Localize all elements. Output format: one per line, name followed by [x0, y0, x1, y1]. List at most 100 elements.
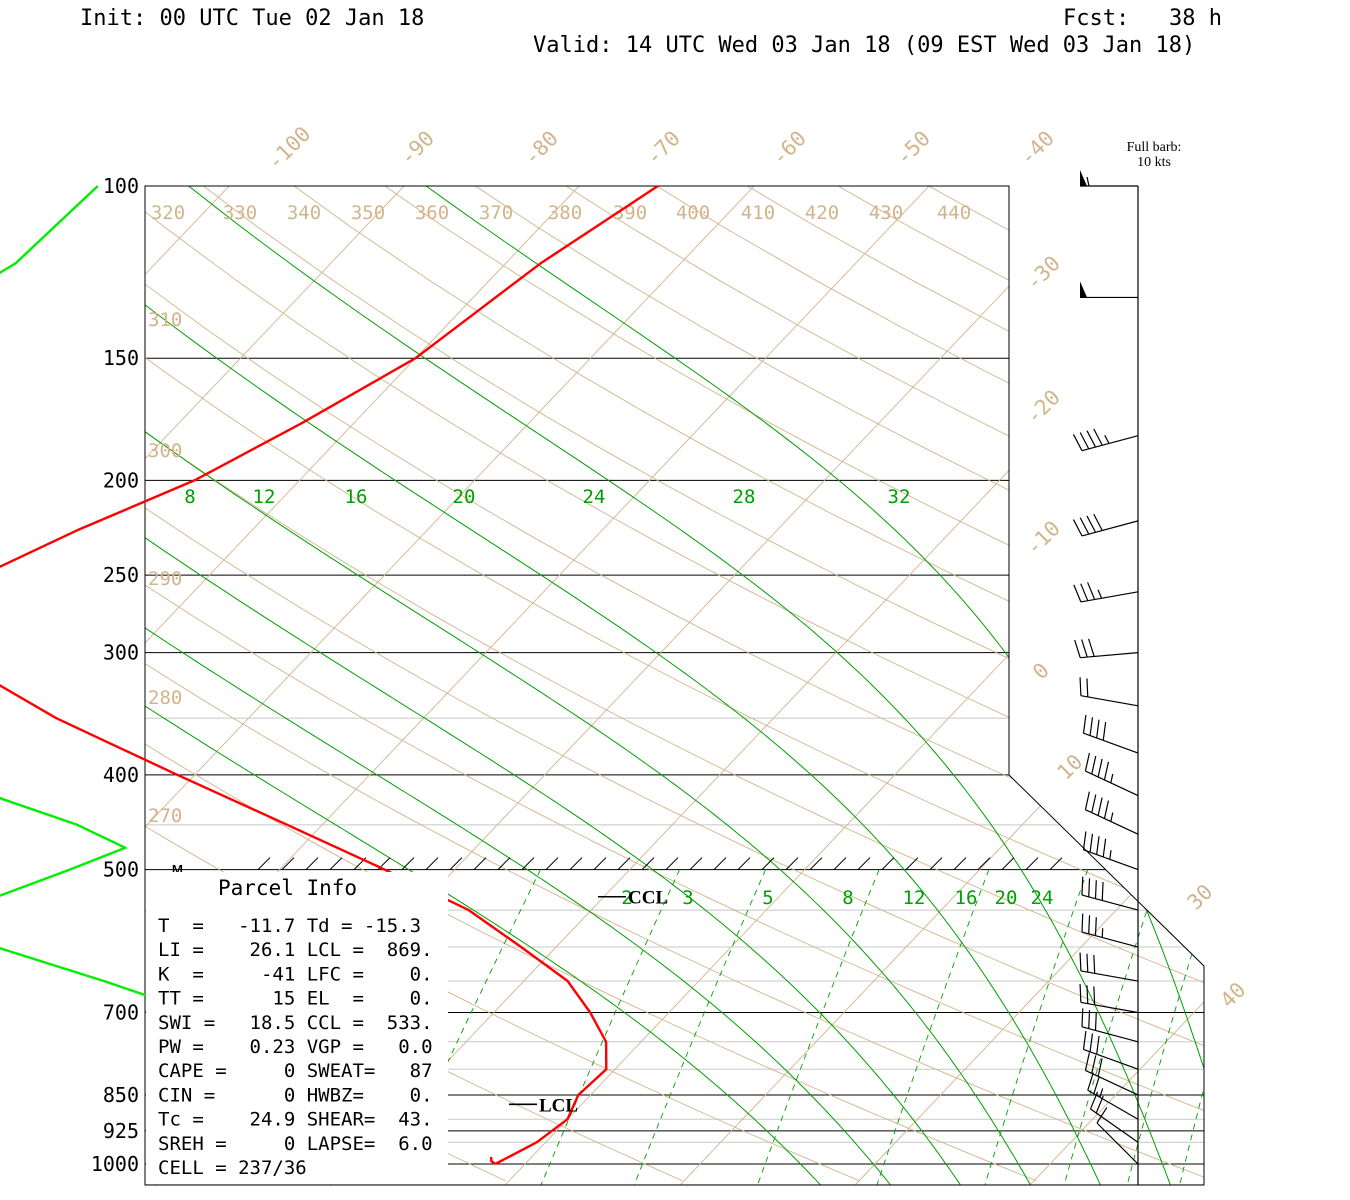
dry-adiabat-410: [531, 186, 1204, 1182]
barb-staff: [1081, 1026, 1139, 1043]
barb-full: [1097, 758, 1103, 778]
moist-adiabat-8: [145, 186, 821, 1185]
wind-barb-650: [1079, 952, 1139, 982]
barb-full: [1072, 519, 1083, 537]
isotherm--60: [145, 186, 622, 1185]
hatch-tick: [929, 857, 943, 870]
isotherm--40: [145, 186, 972, 1185]
mixing-ratio-label: 20: [995, 887, 1018, 909]
theta-label: 380: [548, 202, 582, 224]
wind-barbs: [1072, 170, 1139, 1165]
parcel-info-row: CELL = 237/36: [158, 1157, 307, 1179]
barb-full: [1096, 1035, 1100, 1055]
parcel-info-panel: [146, 872, 448, 1184]
theta-labels: 320 330 340 350 360 370 380 390 400 410 420 430 440 3…: [148, 202, 971, 827]
barb-full: [1094, 917, 1097, 936]
barb-staff: [1080, 591, 1139, 603]
parcel-info-row: PW = 0.23 VGP = 0.0: [158, 1036, 433, 1058]
wind-barb-850: [1084, 1052, 1139, 1096]
theta-label: 360: [415, 202, 449, 224]
barb-full: [1102, 722, 1107, 741]
mixing-ratio-label: 24: [1031, 887, 1054, 909]
moist-adiabat-label: 32: [888, 486, 911, 508]
hatch-tick: [1025, 857, 1039, 870]
barb-full: [1096, 1107, 1108, 1124]
wind-barb-220: [1072, 513, 1139, 537]
barb-full: [1088, 878, 1091, 897]
moist-adiabat-label: 20: [453, 486, 476, 508]
parcel-info-row: TT = 15 EL = 0.: [158, 988, 433, 1010]
barb-full: [1094, 880, 1097, 899]
barb-half: [1097, 589, 1103, 599]
barb-full: [1081, 876, 1084, 896]
wind-barb-800: [1082, 1031, 1139, 1070]
barb-full: [1091, 794, 1097, 813]
hatch-tick: [497, 857, 511, 870]
barb-legend-line2: 10 kts: [1137, 155, 1171, 170]
barb-staff: [1081, 520, 1139, 537]
isotherm--90: [0, 141, 97, 1189]
barb-full: [1080, 583, 1089, 601]
dry-adiabat-420: [621, 186, 1204, 1182]
dry-adiabat-400: [442, 186, 1204, 1182]
theta-label: 270: [148, 805, 182, 827]
barb-full: [1079, 952, 1082, 971]
barb-full: [1081, 1008, 1084, 1027]
barb-full: [1089, 1091, 1099, 1110]
barb-staff: [1080, 652, 1139, 659]
init-time: Init: 00 UTC Tue 02 Jan 18: [80, 6, 424, 31]
barb-full: [1102, 838, 1107, 858]
barb-full: [1086, 430, 1097, 448]
parcel-info-row: K = -41 LFC = 0.: [158, 963, 433, 985]
barb-full: [1103, 761, 1110, 781]
wind-barb-420: [1084, 752, 1139, 797]
wind-barb-600: [1081, 913, 1139, 948]
barb-full: [1088, 638, 1095, 657]
theta-label: 280: [148, 687, 182, 709]
isotherm-label: -30: [1021, 251, 1065, 295]
lcl-marker-label: LCL: [539, 1095, 578, 1116]
barb-full: [1087, 1072, 1094, 1091]
barb-half: [1109, 850, 1112, 860]
barb-full: [1079, 677, 1082, 696]
theta-label: 290: [148, 568, 182, 590]
isotherm--50: [145, 186, 797, 1185]
pressure-axis: 100 150 200 250 300 400 500 700 850 925 1000: [91, 174, 139, 1176]
hatch-tick: [401, 857, 415, 870]
hatch-tick: [905, 857, 919, 870]
barb-full: [1079, 983, 1082, 1003]
dry-adiabat-340: [145, 186, 1204, 1182]
pressure-label-925: 925: [103, 1119, 139, 1143]
hatch-tick: [785, 857, 799, 870]
mixing-ratio-label: 5: [762, 887, 773, 909]
mixing-ratio-label: 16: [955, 887, 978, 909]
moist-adiabat-24: [145, 186, 1101, 1185]
dry-adiabat-370: [174, 186, 1204, 1182]
diagram-frame: [144, 185, 1205, 1186]
pressure-label-200: 200: [103, 468, 139, 492]
freezing-level-hatch: [257, 857, 1063, 870]
moist-adiabat-20: [145, 186, 1031, 1185]
parcel-info-row: LI = 26.1 LCL = 869.: [158, 939, 433, 961]
barb-half: [1110, 773, 1114, 783]
moist-adiabat-lines: [145, 186, 1204, 1185]
barb-full: [1084, 791, 1091, 810]
parcel-info-row: Tc = 24.9 SHEAR= 43.: [158, 1109, 433, 1131]
barb-full: [1086, 678, 1089, 697]
theta-label: 370: [479, 202, 513, 224]
barb-half: [1104, 434, 1110, 444]
temperature-profile: [0, 184, 659, 1166]
barb-staff: [1085, 770, 1139, 797]
barb-full: [1073, 584, 1082, 603]
isotherm-0: [676, 186, 1204, 1185]
isotherm-label: -10: [1021, 516, 1065, 560]
barb-full: [1084, 752, 1091, 772]
hatch-tick: [569, 857, 583, 870]
barb-staff: [1083, 732, 1139, 754]
parcel-info-rows: T = -11.7 Td = -15.3LI = 26.1 LCL = 869.…: [158, 915, 433, 1179]
barb-staff: [1080, 1001, 1139, 1014]
barb-full: [1097, 1058, 1103, 1077]
theta-label: 300: [148, 440, 182, 462]
barb-staff: [1081, 931, 1139, 948]
isotherm-label: -40: [1015, 126, 1059, 170]
